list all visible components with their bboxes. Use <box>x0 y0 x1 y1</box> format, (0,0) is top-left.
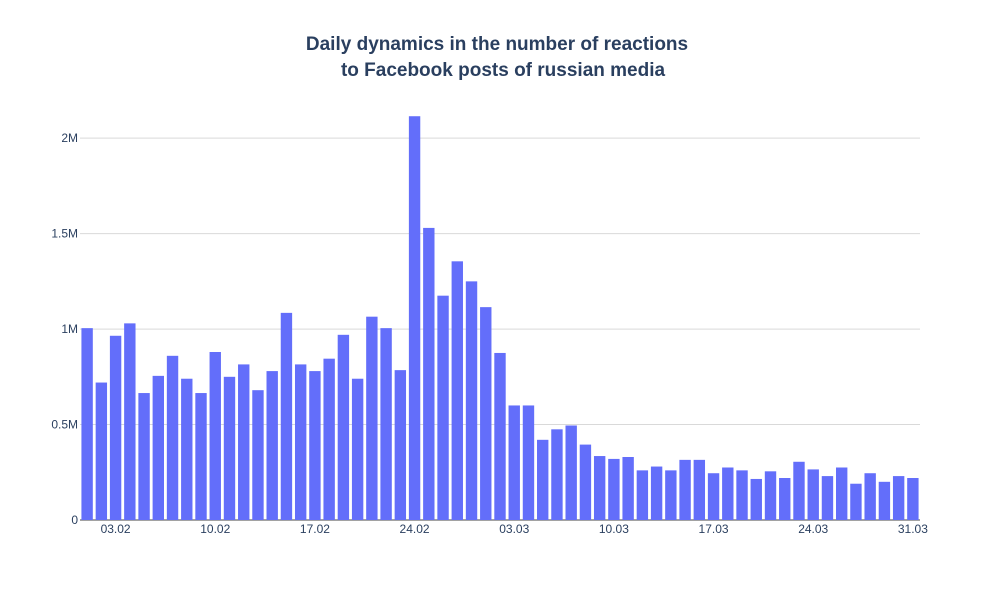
bar <box>109 335 122 520</box>
bar <box>337 334 350 520</box>
bar <box>537 439 549 520</box>
bar <box>836 467 848 520</box>
bar <box>622 457 634 520</box>
y-tick-label: 0 <box>71 513 78 527</box>
bar <box>665 470 677 520</box>
chart-title-line-1: Daily dynamics in the number of reaction… <box>306 34 688 55</box>
bar <box>252 390 264 520</box>
bar <box>736 470 748 520</box>
bar <box>878 481 891 520</box>
bar <box>437 295 449 520</box>
bar <box>465 281 478 520</box>
bar <box>579 444 592 520</box>
y-tick-label: 1.5M <box>51 227 78 241</box>
y-tick-label: 0.5M <box>51 418 78 432</box>
bar <box>779 478 791 520</box>
x-tick-label: 03.02 <box>101 522 131 536</box>
bar <box>280 312 293 520</box>
bar <box>494 352 506 520</box>
y-axis-ticks: 0 0.5M 1M 1.5M 2M <box>51 131 78 527</box>
bar <box>309 371 321 520</box>
bar <box>423 227 435 520</box>
bar <box>864 473 876 520</box>
x-tick-label: 17.03 <box>699 522 729 536</box>
bar <box>764 471 777 520</box>
bar <box>223 376 236 520</box>
bar <box>793 461 805 520</box>
bar <box>522 405 535 520</box>
bar <box>807 469 819 520</box>
bar <box>394 370 407 520</box>
y-tick-label: 1M <box>61 322 78 336</box>
x-tick-label: 10.02 <box>200 522 230 536</box>
x-tick-label: 10.03 <box>599 522 629 536</box>
bar <box>238 364 250 520</box>
bar <box>850 483 862 520</box>
bar <box>195 393 207 520</box>
bar <box>750 478 762 520</box>
bar <box>95 382 108 520</box>
x-tick-label: 31.03 <box>898 522 928 536</box>
bar <box>551 429 563 520</box>
bar <box>351 378 364 520</box>
bar <box>266 371 278 520</box>
x-tick-label: 17.02 <box>300 522 330 536</box>
bar <box>380 328 392 520</box>
bar <box>821 476 834 520</box>
bar <box>508 405 520 520</box>
bar <box>650 466 663 520</box>
bar <box>166 355 179 520</box>
bar <box>451 261 463 520</box>
bar <box>209 352 221 520</box>
bar <box>294 364 307 520</box>
bar <box>124 323 136 520</box>
bar <box>480 307 492 520</box>
x-tick-label: 24.03 <box>798 522 828 536</box>
bar <box>408 116 421 521</box>
bar <box>152 375 164 520</box>
chart-title-line-2: to Facebook posts of russian media <box>341 60 666 81</box>
bar <box>892 476 905 520</box>
x-tick-label: 03.03 <box>499 522 529 536</box>
bar <box>722 467 734 520</box>
bar <box>608 458 620 520</box>
bar <box>907 478 919 520</box>
x-axis-ticks: 03.02 10.02 17.02 24.02 03.03 10.03 17.03 24.03… <box>101 522 929 536</box>
x-tick-label: 24.02 <box>400 522 430 536</box>
bar <box>138 393 150 520</box>
bar <box>81 328 93 520</box>
bar <box>693 459 706 520</box>
bar <box>565 425 577 520</box>
bar <box>679 459 691 520</box>
bar <box>593 456 606 520</box>
bars <box>81 116 919 521</box>
bar <box>707 473 720 520</box>
y-tick-label: 2M <box>61 131 78 145</box>
bar <box>366 316 378 520</box>
bar <box>636 470 649 520</box>
bar <box>181 378 193 520</box>
bar <box>323 358 335 520</box>
